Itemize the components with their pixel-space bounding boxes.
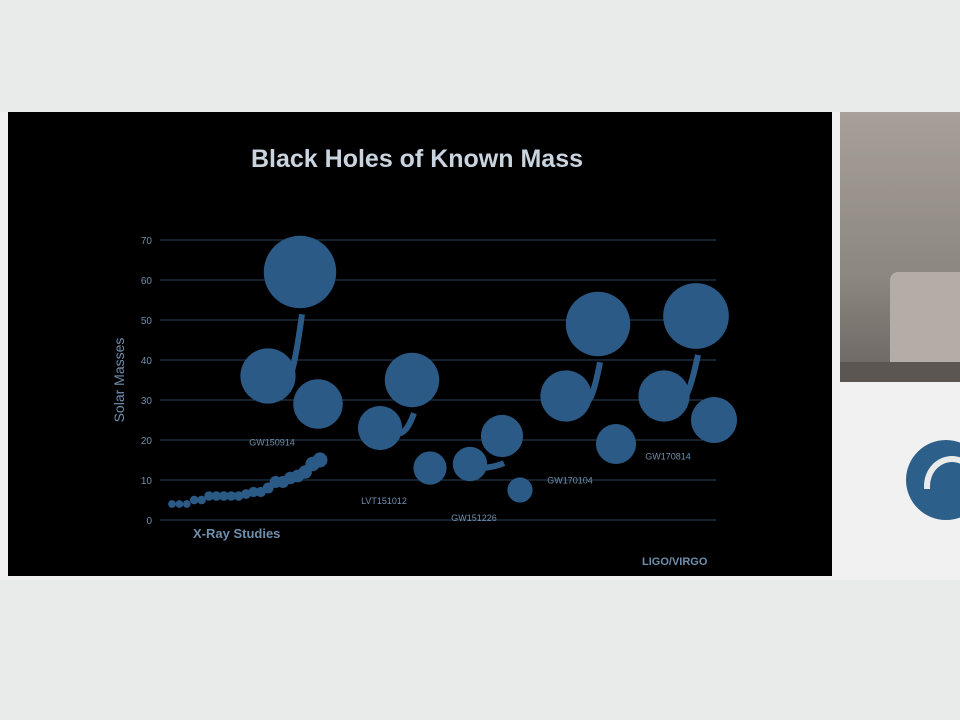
x-ray-point xyxy=(233,491,244,501)
x-ray-point xyxy=(211,491,222,501)
speaker-desk xyxy=(840,362,960,382)
final-black-hole xyxy=(480,414,524,458)
merger-event-label: GW151226 xyxy=(451,513,497,523)
y-axis-label: Solar Masses xyxy=(111,338,127,423)
y-tick-label: 40 xyxy=(141,356,153,367)
x-ray-point xyxy=(168,500,176,508)
x-ray-point xyxy=(197,495,206,505)
merger-event-label: LVT151012 xyxy=(361,496,407,506)
x-ray-point xyxy=(226,491,236,501)
final-black-hole xyxy=(565,291,631,357)
merger-arrow xyxy=(481,460,506,471)
primary-black-hole xyxy=(240,348,296,404)
x-ray-point xyxy=(312,452,328,468)
merger-arrow xyxy=(285,313,305,383)
primary-black-hole xyxy=(638,370,690,422)
secondary-black-hole xyxy=(507,477,533,503)
secondary-black-hole xyxy=(691,397,737,443)
chart-title: Black Holes of Known Mass xyxy=(251,145,583,173)
merger-event-label: GW170104 xyxy=(547,476,593,486)
final-black-hole xyxy=(663,283,729,349)
primary-black-hole xyxy=(357,405,403,451)
x-ray-point xyxy=(189,495,199,505)
secondary-black-hole xyxy=(595,423,637,465)
y-tick-label: 60 xyxy=(141,276,153,287)
primary-black-hole xyxy=(452,446,488,482)
source-label: LIGO/VIRGO xyxy=(642,556,708,568)
merger-event-label: GW150914 xyxy=(249,438,295,448)
x-ray-point xyxy=(204,491,214,501)
merger-event-label: GW170814 xyxy=(645,452,691,462)
y-tick-label: 10 xyxy=(141,476,153,487)
y-tick-label: 20 xyxy=(141,436,153,447)
speaker-video xyxy=(840,112,960,382)
y-tick-label: 50 xyxy=(141,316,153,327)
merger-arrow xyxy=(393,412,417,437)
final-black-hole xyxy=(384,352,440,408)
x-ray-point xyxy=(219,491,229,501)
y-tick-label: 30 xyxy=(141,396,153,407)
x-ray-studies-label: X-Ray Studies xyxy=(193,526,280,541)
final-black-hole xyxy=(263,235,337,309)
x-ray-point xyxy=(175,500,184,508)
logo-mark xyxy=(924,456,960,489)
primary-black-hole xyxy=(540,370,592,422)
x-ray-point xyxy=(182,500,191,508)
secondary-black-hole xyxy=(293,379,343,429)
y-tick-label: 70 xyxy=(141,236,153,247)
x-ray-point xyxy=(248,486,259,498)
secondary-black-hole xyxy=(413,451,447,485)
merger-arrow xyxy=(581,361,603,405)
merger-arrow xyxy=(680,354,701,403)
y-tick-label: 0 xyxy=(146,516,152,527)
